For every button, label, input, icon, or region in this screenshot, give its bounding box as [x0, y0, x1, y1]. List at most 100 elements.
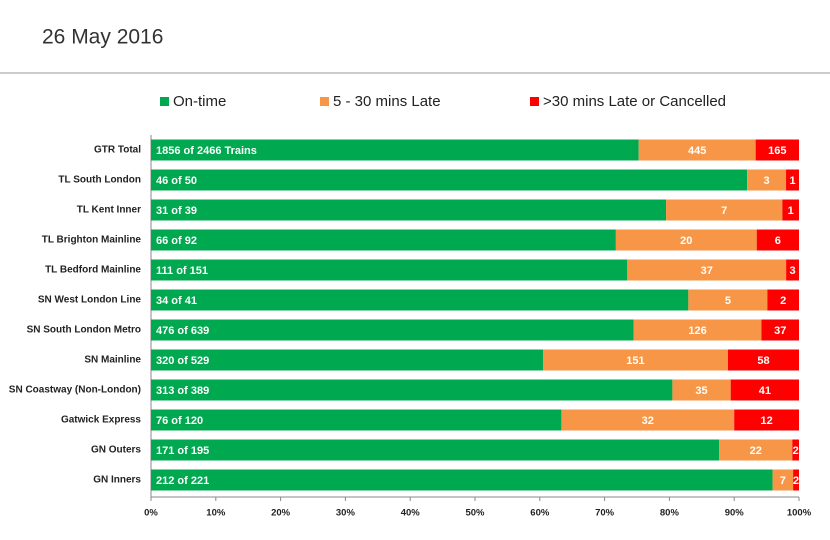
data-label: 313 of 389: [156, 385, 209, 397]
data-label: 46 of 50: [156, 175, 197, 187]
bar-segment: [151, 259, 628, 281]
bar-segment: [638, 139, 756, 161]
bar-segment: [756, 229, 799, 251]
bar-segment: [793, 469, 799, 491]
bar-segment: [151, 349, 543, 371]
data-label: 2: [793, 475, 799, 487]
bar-segment: [755, 139, 799, 161]
bar-segment: [151, 379, 673, 401]
bar-segment: [151, 409, 562, 431]
bar-segment: [151, 139, 639, 161]
y-tick-label: SN West London Line: [38, 295, 142, 306]
x-tick-label: 50%: [465, 508, 485, 519]
x-tick-label: 80%: [660, 508, 680, 519]
data-label: 151: [626, 355, 644, 367]
bar-segment: [786, 169, 799, 191]
data-label: 1: [788, 205, 794, 217]
data-label: 171 of 195: [156, 445, 209, 457]
x-tick-label: 20%: [271, 508, 291, 519]
bar-segment: [151, 289, 689, 311]
data-label: 37: [774, 325, 786, 337]
bar-segment: [782, 199, 799, 221]
bar-segment: [151, 229, 616, 251]
data-label: 111 of 151: [156, 265, 208, 277]
y-tick-label: SN Mainline: [84, 355, 141, 366]
y-tick-label: GTR Total: [94, 145, 141, 156]
data-label: 3: [790, 265, 796, 277]
bar-segment: [719, 439, 793, 461]
bar-segment: [792, 439, 799, 461]
x-tick-label: 10%: [206, 508, 226, 519]
legend-label: 5 - 30 mins Late: [333, 93, 441, 110]
data-label: 476 of 639: [156, 325, 209, 337]
x-tick-label: 0%: [144, 508, 158, 519]
x-tick-label: 70%: [595, 508, 615, 519]
bar-segment: [761, 319, 799, 341]
legend-swatch: [530, 97, 539, 106]
data-label: 34 of 41: [156, 295, 197, 307]
legend-label: >30 mins Late or Cancelled: [543, 93, 726, 110]
data-label: 66 of 92: [156, 235, 197, 247]
bar-segment: [730, 379, 799, 401]
bar-segment: [747, 169, 787, 191]
data-label: 7: [780, 475, 786, 487]
bar-segment: [727, 349, 799, 371]
data-label: 31 of 39: [156, 205, 197, 217]
bar-segment: [666, 199, 783, 221]
bar-segment: [633, 319, 762, 341]
bar-segment: [561, 409, 735, 431]
bar-segment: [542, 349, 728, 371]
data-label: 12: [760, 415, 772, 427]
bar-segment: [627, 259, 787, 281]
y-tick-label: GN Inners: [93, 475, 141, 486]
data-label: 6: [775, 235, 781, 247]
data-label: 41: [759, 385, 771, 397]
data-label: 32: [642, 415, 654, 427]
legend-swatch: [320, 97, 329, 106]
data-label: 37: [701, 265, 713, 277]
bar-segment: [772, 469, 794, 491]
data-label: 445: [688, 145, 706, 157]
chart-title: 26 May 2016: [42, 26, 163, 49]
bar-segment: [151, 469, 773, 491]
y-tick-label: GN Outers: [91, 445, 141, 456]
data-label: 2: [793, 445, 799, 457]
x-tick-label: 100%: [787, 508, 812, 519]
x-tick-label: 30%: [336, 508, 356, 519]
bar-segment: [151, 439, 720, 461]
data-label: 35: [695, 385, 707, 397]
data-label: 22: [750, 445, 762, 457]
data-label: 1856 of 2466 Trains: [156, 145, 257, 157]
bar-segment: [151, 319, 634, 341]
bar-segment: [734, 409, 799, 431]
data-label: 212 of 221: [156, 475, 209, 487]
data-label: 3: [764, 175, 770, 187]
x-tick-label: 40%: [401, 508, 421, 519]
bar-segment: [151, 199, 667, 221]
data-label: 7: [721, 205, 727, 217]
y-tick-label: TL Bedford Mainline: [45, 265, 141, 276]
data-label: 1: [789, 175, 795, 187]
y-tick-label: TL Kent Inner: [77, 205, 141, 216]
data-label: 58: [757, 355, 769, 367]
bar-segment: [688, 289, 768, 311]
y-tick-label: SN South London Metro: [27, 325, 141, 336]
bar-segment: [615, 229, 757, 251]
bar-segment: [767, 289, 799, 311]
y-tick-label: TL South London: [58, 175, 141, 186]
legend-label: On-time: [173, 93, 226, 110]
x-tick-label: 60%: [530, 508, 550, 519]
data-label: 5: [725, 295, 731, 307]
data-label: 76 of 120: [156, 415, 203, 427]
data-label: 2: [780, 295, 786, 307]
y-tick-label: SN Coastway (Non-London): [9, 385, 141, 396]
x-tick-label: 90%: [725, 508, 745, 519]
data-label: 126: [688, 325, 706, 337]
y-tick-label: Gatwick Express: [61, 415, 141, 426]
data-label: 320 of 529: [156, 355, 209, 367]
bar-segment: [151, 169, 748, 191]
bar-segment: [672, 379, 731, 401]
data-label: 20: [680, 235, 692, 247]
bar-segment: [786, 259, 799, 281]
